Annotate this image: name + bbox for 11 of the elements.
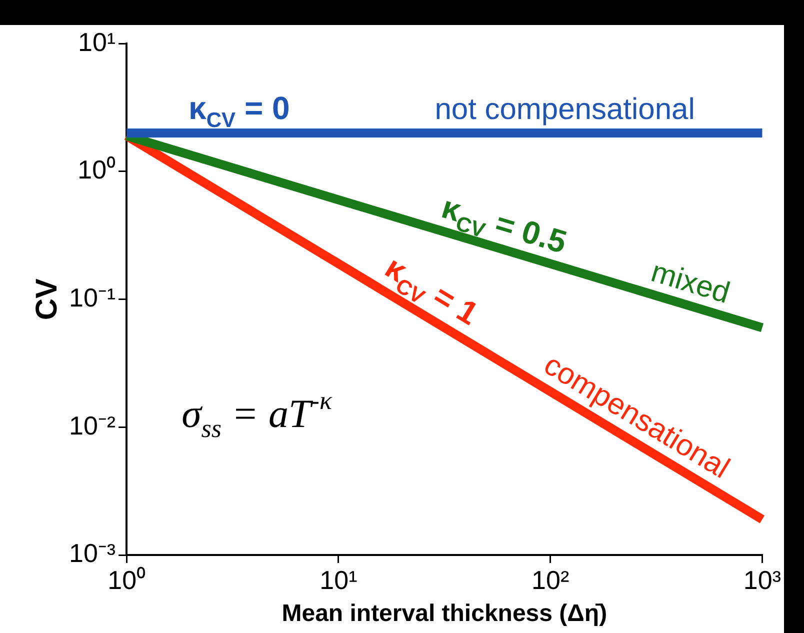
annotation: not compensational [434, 92, 695, 126]
annotation: mixed [647, 255, 734, 310]
x-axis-title: Mean interval thickness (Δη̄) [282, 600, 608, 628]
x-tick-label: 10¹ [320, 564, 358, 595]
y-tick-label: 10⁻¹ [69, 282, 116, 312]
y-axis-title: CV [30, 278, 64, 320]
y-tick-label: 10¹ [78, 26, 116, 57]
x-tick-label: 10² [532, 564, 570, 595]
x-tick-label: 10³ [743, 564, 782, 595]
y-tick-label: 10⁰ [78, 154, 116, 185]
y-tick-label: 10⁻² [69, 410, 116, 440]
